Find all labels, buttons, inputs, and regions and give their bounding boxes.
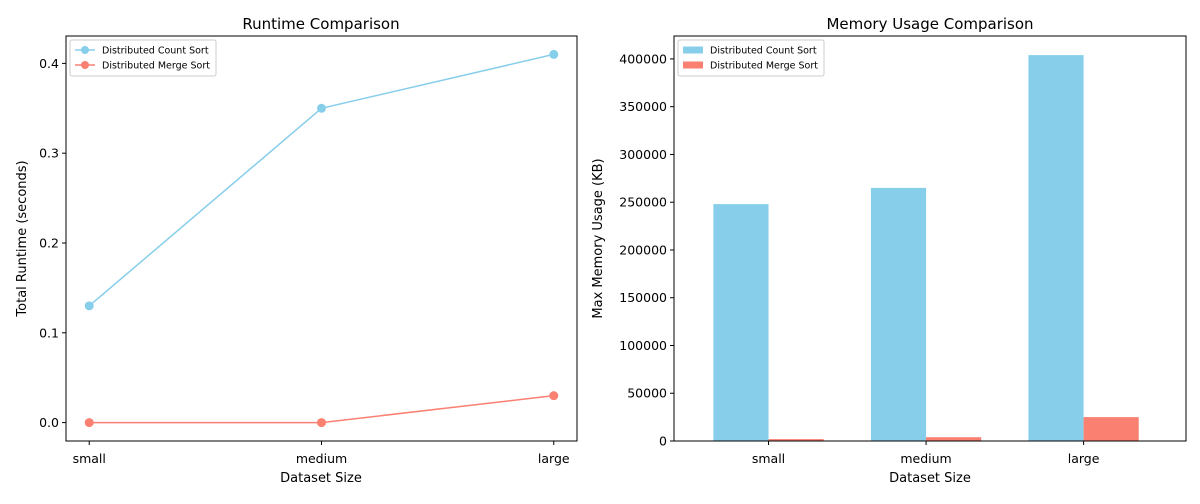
memory-x-tick-label: large	[1068, 451, 1100, 466]
runtime-data-point	[549, 391, 559, 401]
runtime-y-tick-label: 0.2	[39, 235, 59, 250]
runtime-y-tick-label: 0.0	[39, 415, 59, 430]
memory-y-tick-label: 300000	[619, 147, 667, 162]
memory-chart-title: Memory Usage Comparison	[826, 15, 1033, 33]
memory-bar	[713, 204, 769, 441]
runtime-y-tick-label: 0.4	[39, 56, 59, 71]
runtime-data-point	[84, 301, 94, 311]
runtime-x-tick-label: large	[538, 451, 570, 466]
runtime-legend-label: Distributed Count Sort	[102, 46, 209, 57]
runtime-data-point	[317, 418, 326, 428]
memory-legend-label: Distributed Count Sort	[710, 46, 817, 57]
runtime-legend-marker	[81, 46, 89, 54]
memory-y-tick-label: 350000	[619, 99, 667, 114]
memory-x-tick-label: medium	[900, 451, 951, 466]
runtime-data-point	[84, 418, 94, 428]
memory-x-tick-label: small	[752, 451, 785, 466]
memory-y-tick-label: 250000	[619, 195, 667, 210]
memory-legend-label: Distributed Merge Sort	[710, 61, 818, 72]
memory-y-tick-label: 0	[659, 434, 667, 449]
runtime-legend-label: Distributed Merge Sort	[102, 61, 210, 72]
runtime-x-tick-label: medium	[296, 451, 347, 466]
memory-chart: Memory Usage Comparison 0 50000 100000 1500…	[591, 15, 1187, 486]
memory-bar	[1028, 55, 1084, 442]
memory-y-tick-label: 200000	[619, 242, 667, 257]
runtime-y-axis-label: Total Runtime (seconds)	[15, 160, 30, 317]
runtime-chart: Runtime Comparison 0.0 0.1 0.2 0.3 0.4 small…	[15, 15, 578, 486]
memory-y-tick-label: 100000	[619, 338, 667, 353]
runtime-axes-frame	[65, 35, 578, 442]
runtime-plot-area	[66, 36, 577, 441]
memory-legend-box	[677, 39, 825, 77]
runtime-legend: Distributed Count Sort Distributed Merge …	[69, 39, 217, 77]
memory-bar	[870, 187, 927, 441]
runtime-x-tick-label: small	[73, 451, 106, 466]
runtime-legend-box	[69, 39, 217, 77]
memory-bar	[768, 439, 824, 441]
memory-legend-swatch	[683, 61, 703, 69]
memory-legend: Distributed Count Sort Distributed Merge …	[677, 39, 825, 77]
runtime-x-axis-label: Dataset Size	[280, 471, 362, 486]
runtime-data-point	[317, 103, 326, 113]
memory-y-tick-label: 50000	[627, 386, 667, 401]
runtime-chart-title: Runtime Comparison	[242, 15, 399, 33]
runtime-legend-marker	[81, 61, 89, 69]
memory-bar	[926, 437, 982, 441]
memory-y-tick-label: 400000	[619, 51, 667, 66]
memory-x-axis-label: Dataset Size	[889, 471, 971, 486]
runtime-y-tick-label: 0.3	[39, 146, 59, 161]
runtime-y-tick-label: 0.1	[39, 325, 59, 340]
runtime-data-point	[549, 49, 559, 59]
memory-y-axis-label: Max Memory Usage (KB)	[591, 158, 606, 318]
memory-axes-frame	[673, 35, 1187, 442]
memory-y-tick-label: 150000	[619, 290, 667, 305]
memory-legend-swatch	[683, 46, 703, 54]
memory-bar	[1083, 417, 1139, 441]
